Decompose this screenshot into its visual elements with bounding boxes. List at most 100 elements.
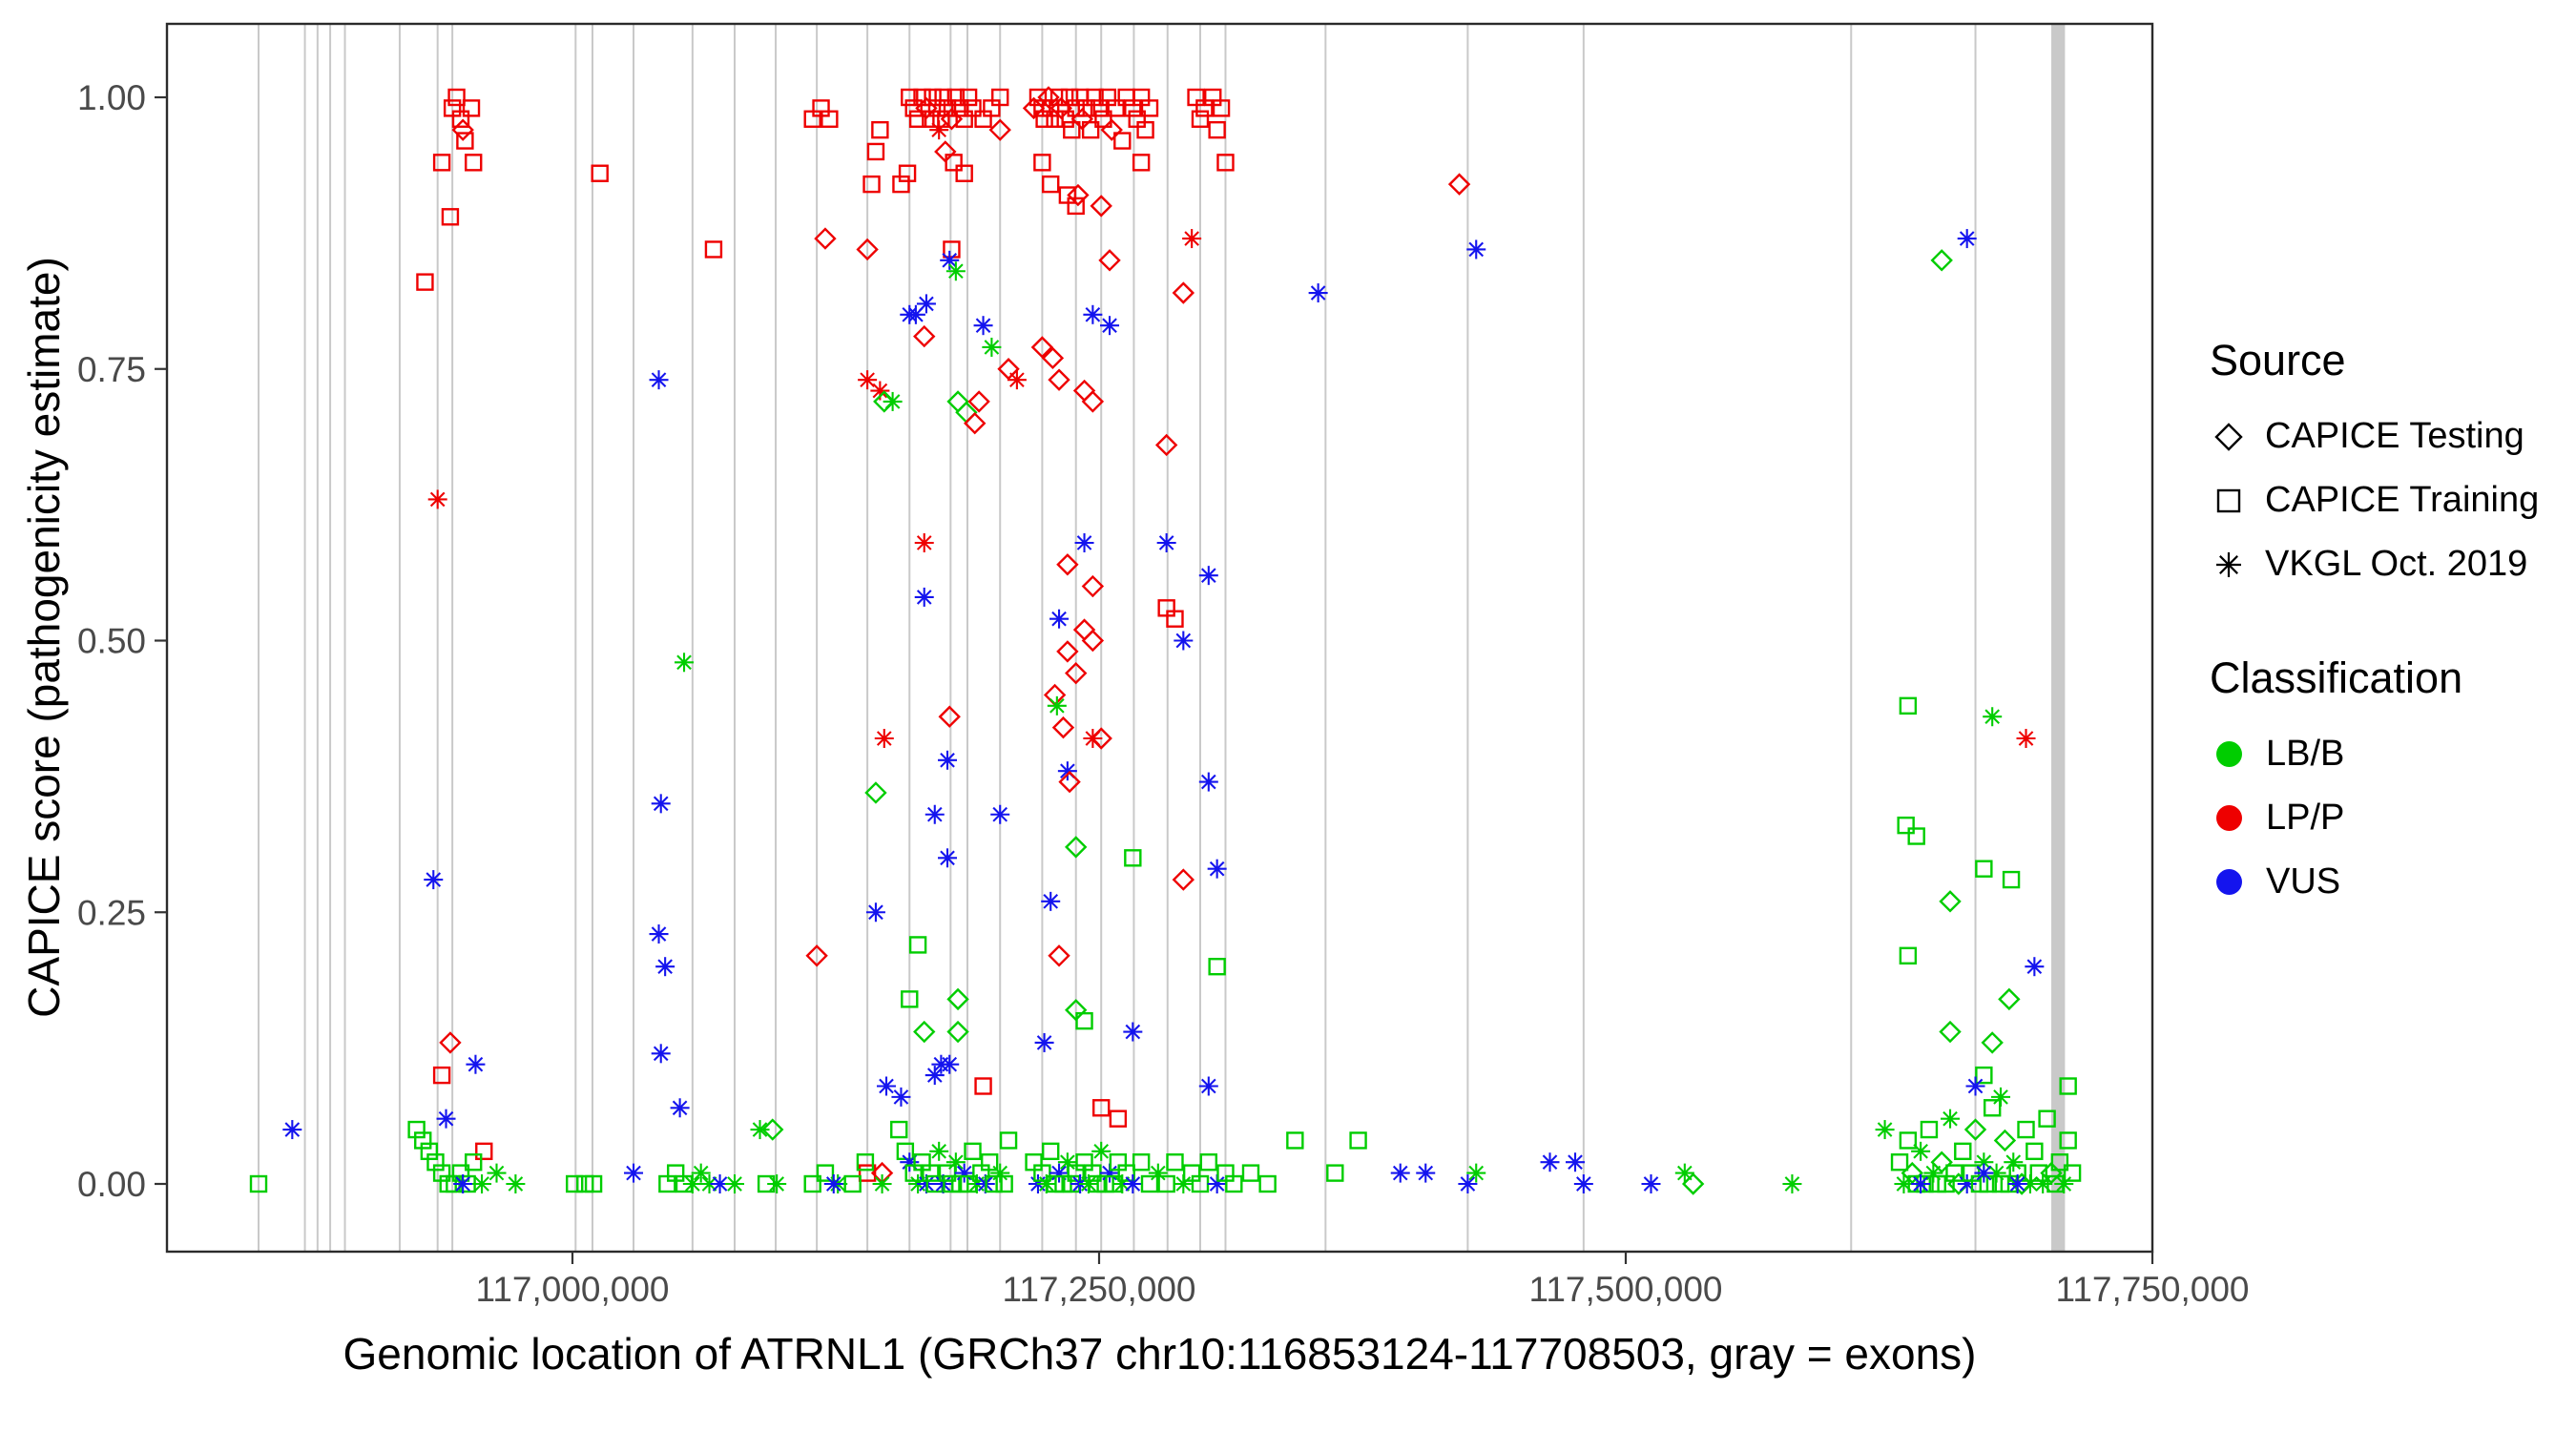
data-point-square: [1945, 1164, 1963, 1182]
data-point-square: [1920, 1120, 1939, 1139]
data-point-asterisk: [1091, 1141, 1111, 1161]
data-point-square: [1326, 1164, 1344, 1182]
data-point-square: [1140, 1174, 1159, 1193]
data-point-square: [1086, 88, 1104, 107]
data-point-asterisk: [1974, 1163, 1994, 1183]
data-point-diamond: [1963, 1118, 1987, 1141]
data-point-asterisk: [424, 870, 444, 890]
data-point-square: [1033, 154, 1051, 172]
data-point-asterisk: [1198, 1076, 1218, 1096]
data-point-square: [1042, 1142, 1060, 1161]
data-point-square: [922, 1164, 940, 1182]
y-axis-title: CAPICE score (pathogenicity estimate): [19, 257, 69, 1018]
data-point-square: [1212, 99, 1231, 117]
data-point-square: [945, 154, 963, 172]
data-point-square: [1225, 1174, 1243, 1193]
data-point-asterisk: [691, 1163, 711, 1183]
data-point-square: [856, 1153, 875, 1172]
data-point-asterisk: [1207, 859, 1227, 879]
legend-label-vus: VUS: [2266, 861, 2341, 902]
data-point-diamond: [1056, 553, 1079, 576]
data-point-square: [1975, 860, 1993, 878]
data-point-diamond: [856, 238, 879, 261]
data-point-square: [1107, 99, 1125, 117]
data-point-asterisk: [1390, 1163, 1410, 1183]
data-point-square: [964, 99, 982, 117]
data-point-asterisk: [453, 1174, 473, 1193]
legend-source: Source CAPICE Testing CAPICE Training: [2210, 336, 2539, 585]
data-point-asterisk: [1148, 1163, 1168, 1183]
data-point-square: [890, 1120, 908, 1139]
data-point-square: [908, 936, 927, 954]
data-point-square: [922, 110, 940, 128]
data-point-asterisk: [1049, 609, 1070, 629]
data-point-asterisk: [1911, 1141, 1931, 1161]
data-point-diamond: [1048, 368, 1070, 391]
data-point-asterisk: [487, 1163, 507, 1183]
data-point-asterisk: [883, 391, 903, 411]
data-point-square: [1157, 1174, 1175, 1193]
data-point-diamond: [1065, 661, 1088, 685]
data-point-square: [1166, 610, 1184, 628]
data-point-square: [985, 1174, 1003, 1193]
data-point-asterisk: [982, 337, 1002, 357]
x-axis-tick-label: 117,750,000: [2055, 1270, 2249, 1309]
data-point-square: [1899, 696, 1918, 716]
x-axis-title: Genomic location of ATRNL1 (GRCh37 chr10…: [343, 1329, 1977, 1379]
data-point-asterisk: [670, 1098, 690, 1118]
data-point-square: [862, 175, 881, 194]
data-point-square: [447, 88, 466, 107]
data-point-asterisk: [1198, 772, 1218, 792]
data-point-square: [924, 88, 942, 107]
data-point-diamond: [1930, 249, 1953, 272]
data-point-asterisk: [649, 924, 669, 944]
data-point-asterisk: [1182, 229, 1202, 249]
data-point-square: [946, 88, 966, 107]
data-point-asterisk: [924, 804, 945, 824]
data-point-square: [1208, 120, 1226, 139]
data-point-asterisk: [1416, 1163, 1436, 1183]
data-point-diamond: [946, 987, 969, 1011]
data-point-square: [2050, 1153, 2069, 1172]
data-point-diamond: [1981, 1031, 2004, 1054]
data-point-asterisk: [1007, 370, 1027, 390]
data-point-square: [1286, 1131, 1304, 1150]
data-point-square: [1092, 1099, 1111, 1117]
data-point-square: [858, 1164, 877, 1182]
data-point-diamond: [1030, 336, 1054, 359]
data-point-square: [407, 1120, 426, 1139]
data-point-asterisk: [945, 1152, 966, 1172]
vus-color-swatch: [2216, 869, 2242, 895]
data-point-square: [901, 88, 919, 107]
data-point-asterisk: [1782, 1174, 1802, 1193]
data-point-square: [927, 99, 946, 117]
data-point-asterisk: [1911, 1174, 1931, 1193]
data-point-square: [1983, 1099, 2002, 1117]
data-point-square: [908, 110, 927, 128]
legend-item-vus: VUS: [2210, 861, 2539, 902]
data-point-square: [1132, 154, 1151, 172]
data-point-square: [465, 154, 483, 172]
data-point-square: [871, 120, 889, 139]
data-point-square: [1049, 88, 1069, 107]
data-point-asterisk: [1049, 1163, 1070, 1183]
data-point-diamond: [1447, 173, 1471, 196]
data-point-asterisk: [675, 653, 695, 673]
data-point-asterisk: [1123, 1022, 1143, 1042]
data-point-asterisk: [924, 1066, 945, 1086]
data-point-square: [1208, 958, 1226, 976]
data-point-asterisk: [914, 587, 934, 607]
data-point-asterisk: [466, 1054, 486, 1074]
data-point-square: [591, 164, 609, 182]
data-point-square: [432, 1164, 451, 1182]
data-point-asterisk: [1466, 1163, 1486, 1183]
data-point-asterisk: [1207, 1174, 1227, 1193]
y-axis-tick-label: 0.00: [77, 1165, 146, 1204]
data-point-square: [955, 164, 973, 182]
panel-border: [165, 22, 2154, 1254]
data-point-square: [1117, 88, 1135, 107]
data-point-diamond: [1081, 574, 1105, 598]
data-point-asterisk: [1308, 283, 1328, 303]
data-point-square: [901, 990, 919, 1008]
legend-label-lbb: LB/B: [2266, 734, 2345, 774]
